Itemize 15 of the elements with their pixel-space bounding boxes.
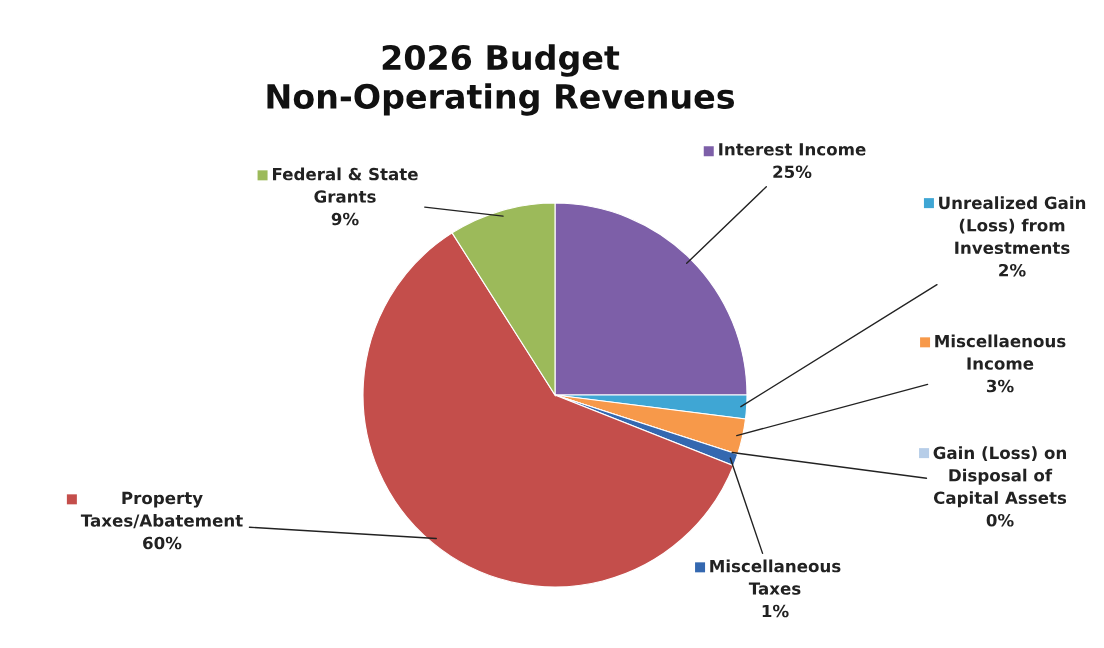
slice-label: Property Taxes/Abatement xyxy=(80,491,243,529)
legend-label: Gain (Loss) on Disposal of Capital Assets xyxy=(933,446,1067,508)
legend-label: Interest Income xyxy=(719,143,866,156)
data-label: 2% xyxy=(999,263,1026,277)
data-label: 9% xyxy=(331,212,359,226)
chart-title: 2026 Budget Non-Operating Revenues xyxy=(267,44,735,116)
legend-label: Miscellaneous Taxes xyxy=(710,559,841,595)
data-label: 3% xyxy=(986,379,1014,393)
data-label: 25% xyxy=(773,165,812,179)
legend-label: Miscellaenous Income xyxy=(935,334,1066,370)
text: 0% xyxy=(986,513,1014,527)
data-label: 1% xyxy=(762,604,789,618)
legend-label: Federal & State Grants xyxy=(273,167,418,203)
data-label: 60% xyxy=(143,536,182,550)
legend-label: Unrealized Gain (Loss) from Investments xyxy=(939,196,1086,255)
